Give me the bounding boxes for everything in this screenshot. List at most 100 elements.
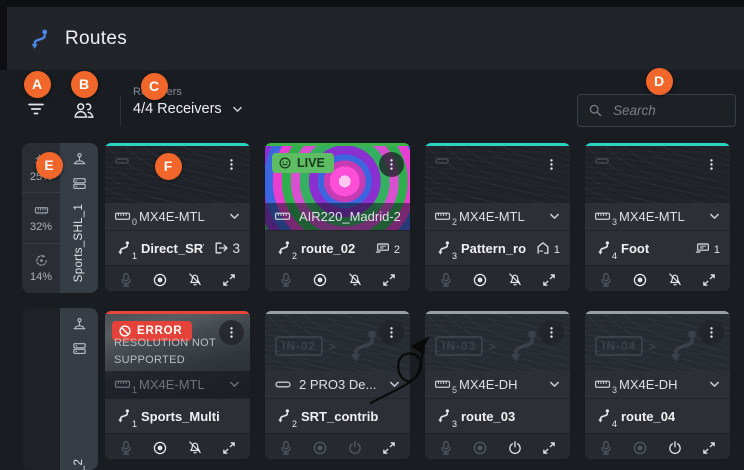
input-watermark [435,158,459,164]
server-icon [72,341,87,356]
receivers-dropdown[interactable]: 4/4 Receivers [133,101,244,117]
record-icon[interactable] [152,272,168,288]
record-icon[interactable] [312,440,328,456]
watermark-separator: > [328,338,336,354]
power-icon[interactable] [507,440,523,456]
route-icon: 1 [115,239,137,261]
power-icon[interactable] [667,440,683,456]
source-tab[interactable]: Sports_SHL_2 [60,308,98,470]
route-info: 3 Pattern_route 1 [425,230,570,265]
search-input[interactable] [611,102,725,119]
expand-icon[interactable] [381,440,397,456]
record-icon[interactable] [632,272,648,288]
mic-icon[interactable] [118,440,134,456]
output-indicator: 1 [695,241,720,256]
device-icon: 3 [594,210,617,227]
expand-icon[interactable] [701,272,717,288]
device-icon: 2 [434,210,457,227]
route-icon: 3 [435,239,457,261]
filter-icon[interactable] [26,99,46,119]
bell-off-icon[interactable] [187,272,203,288]
users-icon[interactable] [72,100,96,120]
route-card: IN-03 > 5 MX4E-DH 3 [425,311,570,459]
route-number: 3 [451,251,457,261]
device-selector[interactable]: 1 MX4E-MTL [105,371,250,398]
mic-icon[interactable] [278,440,294,456]
card-menu-button[interactable] [219,152,244,177]
source-tab[interactable]: Sports_SHL_1 [60,143,98,293]
live-badge-icon [278,156,292,170]
route-icon: 4 [595,407,617,429]
bell-off-icon[interactable] [187,440,203,456]
record-icon[interactable] [472,440,488,456]
device-icon: 3 [594,378,617,395]
bell-off-icon[interactable] [347,272,363,288]
card-status-bar [425,143,570,146]
route-info: 1 Sports_Multi [105,398,250,433]
expand-icon[interactable] [541,272,557,288]
device-count: 2 [451,217,457,227]
device-selector[interactable]: 5 MX4E-DH [425,371,570,398]
route-name: Foot [621,240,650,256]
mic-icon[interactable] [598,272,614,288]
card-menu-button[interactable] [219,320,244,345]
mic-icon[interactable] [438,272,454,288]
chevron-down-icon [708,378,721,391]
route-name: route_02 [301,240,356,256]
route-info: 2 route_02 2 [265,230,410,265]
expand-icon[interactable] [541,440,557,456]
expand-icon[interactable] [381,272,397,288]
route-name: Pattern_route [461,240,526,256]
input-id-label [435,158,449,164]
status-badge [432,153,452,159]
route-number: 3 [451,419,457,429]
mic-icon[interactable] [278,272,294,288]
device-name: MX4E-MTL [459,209,525,224]
status-badge [592,321,612,327]
kebab-menu-icon [544,157,559,172]
expand-icon[interactable] [221,272,237,288]
mic-icon[interactable] [118,272,134,288]
card-menu-button[interactable] [699,152,724,177]
device-selector[interactable]: 0 MX4E-MTL [105,203,250,230]
record-icon[interactable] [632,440,648,456]
card-menu-button[interactable] [379,152,404,177]
card-actions [585,265,730,291]
route-icon: 2 [275,239,297,261]
card-menu-button[interactable] [539,152,564,177]
expand-icon[interactable] [221,440,237,456]
card-status-bar [425,311,570,314]
route-watermark-icon [501,326,545,366]
device-name: MX4E-DH [619,377,678,392]
card-thumbnail: IN-03 > 5 MX4E-DH [425,314,570,398]
device-icon [274,210,292,223]
record-icon[interactable] [312,272,328,288]
card-menu-button[interactable] [379,320,404,345]
window-left-edge [0,7,7,70]
chevron-down-icon [228,378,241,391]
record-icon[interactable] [472,272,488,288]
mic-icon[interactable] [598,440,614,456]
mic-icon[interactable] [438,440,454,456]
route-info: 4 Foot 1 [585,230,730,265]
device-selector[interactable]: 3 MX4E-MTL [585,203,730,230]
route-card: IN-02 > 2 PRO3 De... 2 [265,311,410,459]
bell-off-icon[interactable] [507,272,523,288]
annotation-marker-C: C [140,72,168,100]
route-card: 2 MX4E-MTL 3 Pattern_route 1 [425,143,570,291]
power-icon[interactable] [347,440,363,456]
input-watermark: IN-02 > [275,326,385,366]
bell-off-icon[interactable] [667,272,683,288]
record-icon[interactable] [152,440,168,456]
device-selector[interactable]: 2 MX4E-MTL [425,203,570,230]
card-menu-button[interactable] [539,320,564,345]
routes-icon [27,27,51,51]
card-menu-button[interactable] [699,320,724,345]
device-icon: 1 [114,378,137,395]
device-selector[interactable]: 2 PRO3 De... [265,371,410,398]
source-icons [60,308,98,356]
device-selector[interactable]: AIR220_Madrid-2 [265,203,410,230]
expand-icon[interactable] [701,440,717,456]
device-selector[interactable]: 3 MX4E-DH [585,371,730,398]
source-group-1: 25% 32% 14% Sports_SHL_1 [22,143,98,293]
